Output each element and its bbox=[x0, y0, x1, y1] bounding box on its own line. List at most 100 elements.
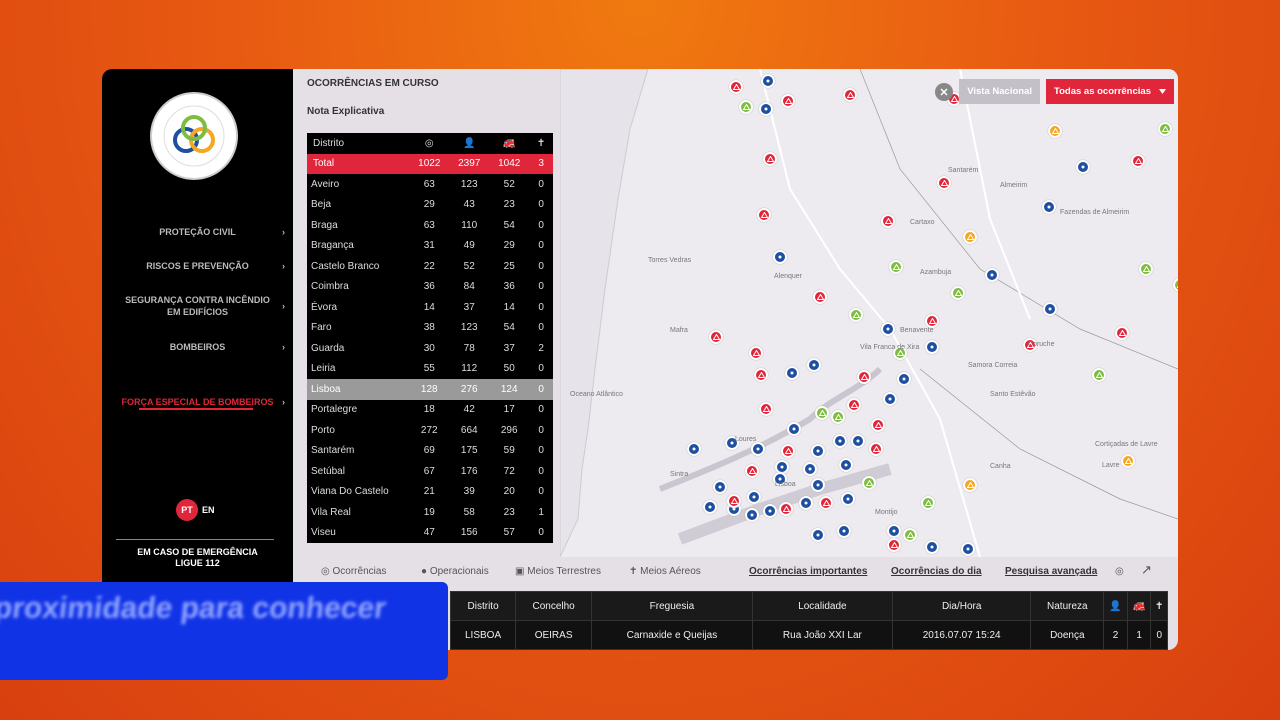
occurrence-marker-red[interactable] bbox=[1115, 326, 1129, 340]
cluster-marker[interactable] bbox=[961, 542, 975, 556]
cluster-marker[interactable] bbox=[887, 524, 901, 538]
table-row[interactable]: Viseu 47 156 57 0 bbox=[307, 523, 553, 544]
occurrence-marker-red[interactable] bbox=[925, 314, 939, 328]
occurrence-marker-red[interactable] bbox=[745, 464, 759, 478]
external-link-icon[interactable]: ↗ bbox=[1141, 562, 1152, 577]
cluster-marker[interactable] bbox=[751, 442, 765, 456]
cluster-marker[interactable] bbox=[925, 340, 939, 354]
cluster-marker[interactable] bbox=[785, 366, 799, 380]
table-row[interactable]: Santarém 69 175 59 0 bbox=[307, 441, 553, 462]
occurrence-marker-green[interactable] bbox=[1158, 122, 1172, 136]
cluster-marker[interactable] bbox=[773, 472, 787, 486]
important-occurrences-link[interactable]: Ocorrências importantes bbox=[749, 566, 868, 577]
occurrence-marker-green[interactable] bbox=[815, 406, 829, 420]
cluster-marker[interactable] bbox=[747, 490, 761, 504]
occurrence-marker-green[interactable] bbox=[831, 410, 845, 424]
daily-occurrences-link[interactable]: Ocorrências do dia bbox=[891, 566, 982, 577]
cluster-marker[interactable] bbox=[787, 422, 801, 436]
occurrence-marker-green[interactable] bbox=[889, 260, 903, 274]
national-view-button[interactable]: Vista Nacional bbox=[959, 79, 1040, 104]
occurrence-marker-red[interactable] bbox=[749, 346, 763, 360]
lang-en[interactable]: EN bbox=[202, 505, 215, 515]
filter-dropdown[interactable]: Todas as ocorrências bbox=[1046, 79, 1174, 104]
occurrence-marker-red[interactable] bbox=[881, 214, 895, 228]
table-row[interactable]: Braga 63 110 54 0 bbox=[307, 215, 553, 236]
occurrence-marker-red[interactable] bbox=[729, 80, 743, 94]
occurrence-marker-red[interactable] bbox=[754, 368, 768, 382]
nav-bombeiros[interactable]: BOMBEIROS › bbox=[102, 341, 293, 353]
cluster-marker[interactable] bbox=[883, 392, 897, 406]
nav-riscos[interactable]: RISCOS E PREVENÇÃO › bbox=[102, 260, 293, 272]
table-row[interactable]: Porto 272 664 296 0 bbox=[307, 420, 553, 441]
nav-seguranca[interactable]: SEGURANÇA CONTRA INCÊNDIO EM EDIFÍCIOS › bbox=[102, 294, 293, 318]
cluster-marker[interactable] bbox=[851, 434, 865, 448]
occurrence-marker-red[interactable] bbox=[887, 538, 901, 552]
table-row[interactable]: Vila Real 19 58 23 1 bbox=[307, 502, 553, 523]
cluster-marker[interactable] bbox=[925, 540, 939, 554]
occurrence-marker-green[interactable] bbox=[849, 308, 863, 322]
table-row[interactable]: Bragança 31 49 29 0 bbox=[307, 236, 553, 257]
occurrence-marker-red[interactable] bbox=[1131, 154, 1145, 168]
total-row[interactable]: Total 1022 2397 1042 3 bbox=[307, 153, 553, 174]
occurrence-marker-green[interactable] bbox=[951, 286, 965, 300]
nav-forca-especial[interactable]: FORÇA ESPECIAL DE BOMBEIROS › bbox=[102, 396, 293, 408]
occurrence-marker-green[interactable] bbox=[903, 528, 917, 542]
cluster-marker[interactable] bbox=[837, 524, 851, 538]
occurrence-marker-orange[interactable] bbox=[963, 230, 977, 244]
cluster-marker[interactable] bbox=[761, 74, 775, 88]
table-row[interactable]: Castelo Branco 22 52 25 0 bbox=[307, 256, 553, 277]
occurrence-marker-orange[interactable] bbox=[1048, 124, 1062, 138]
cluster-marker[interactable] bbox=[833, 434, 847, 448]
close-icon[interactable] bbox=[935, 82, 954, 101]
occurrence-marker-red[interactable] bbox=[781, 94, 795, 108]
cluster-marker[interactable] bbox=[897, 372, 911, 386]
table-row[interactable]: LISBOA OEIRAS Carnaxide e Queijas Rua João … bbox=[449, 620, 1168, 650]
protecao-civil-logo[interactable] bbox=[150, 92, 238, 180]
cluster-marker[interactable] bbox=[763, 504, 777, 518]
cluster-marker[interactable] bbox=[799, 496, 813, 510]
advanced-search-link[interactable]: Pesquisa avançada bbox=[1005, 566, 1098, 577]
table-row[interactable]: Faro 38 123 54 0 bbox=[307, 318, 553, 339]
cluster-marker[interactable] bbox=[881, 322, 895, 336]
occurrence-marker-green[interactable] bbox=[893, 346, 907, 360]
occurrence-marker-red[interactable] bbox=[709, 330, 723, 344]
occurrence-marker-red[interactable] bbox=[813, 290, 827, 304]
cluster-marker[interactable] bbox=[803, 462, 817, 476]
occurrence-marker-red[interactable] bbox=[847, 398, 861, 412]
search-icon[interactable]: ◎ bbox=[1115, 566, 1124, 577]
occurrence-marker-red[interactable] bbox=[757, 208, 771, 222]
occurrence-marker-red[interactable] bbox=[781, 444, 795, 458]
table-row[interactable]: Guarda 30 78 37 2 bbox=[307, 338, 553, 359]
occurrence-marker-red[interactable] bbox=[763, 152, 777, 166]
occurrence-marker-green[interactable] bbox=[739, 100, 753, 114]
map[interactable]: Oceano Atlântico Torres Vedras Santarém Alm… bbox=[560, 69, 1178, 557]
occurrence-marker-red[interactable] bbox=[937, 176, 951, 190]
table-row[interactable]: Beja 29 43 23 0 bbox=[307, 195, 553, 216]
occurrence-marker-red[interactable] bbox=[727, 494, 741, 508]
occurrence-marker-red[interactable] bbox=[869, 442, 883, 456]
occurrence-marker-green[interactable] bbox=[921, 496, 935, 510]
cluster-marker[interactable] bbox=[1043, 302, 1057, 316]
cluster-marker[interactable] bbox=[713, 480, 727, 494]
cluster-marker[interactable] bbox=[773, 250, 787, 264]
cluster-marker[interactable] bbox=[839, 458, 853, 472]
occurrence-marker-red[interactable] bbox=[843, 88, 857, 102]
table-row[interactable]: Setúbal 67 176 72 0 bbox=[307, 461, 553, 482]
cluster-marker[interactable] bbox=[759, 102, 773, 116]
cluster-marker[interactable] bbox=[725, 436, 739, 450]
cluster-marker[interactable] bbox=[807, 358, 821, 372]
cluster-marker[interactable] bbox=[1076, 160, 1090, 174]
occurrence-marker-green[interactable] bbox=[1173, 278, 1178, 292]
cluster-marker[interactable] bbox=[841, 492, 855, 506]
table-row[interactable]: Évora 14 37 14 0 bbox=[307, 297, 553, 318]
table-row[interactable]: Lisboa 128 276 124 0 bbox=[307, 379, 553, 400]
occurrence-marker-red[interactable] bbox=[819, 496, 833, 510]
occurrence-marker-orange[interactable] bbox=[1121, 454, 1135, 468]
nav-protecao-civil[interactable]: PROTEÇÃO CIVIL › bbox=[102, 226, 293, 238]
occurrence-marker-red[interactable] bbox=[779, 502, 793, 516]
cluster-marker[interactable] bbox=[745, 508, 759, 522]
table-row[interactable]: Portalegre 18 42 17 0 bbox=[307, 400, 553, 421]
cluster-marker[interactable] bbox=[687, 442, 701, 456]
lang-pt[interactable]: PT bbox=[176, 499, 198, 521]
occurrence-marker-green[interactable] bbox=[1092, 368, 1106, 382]
